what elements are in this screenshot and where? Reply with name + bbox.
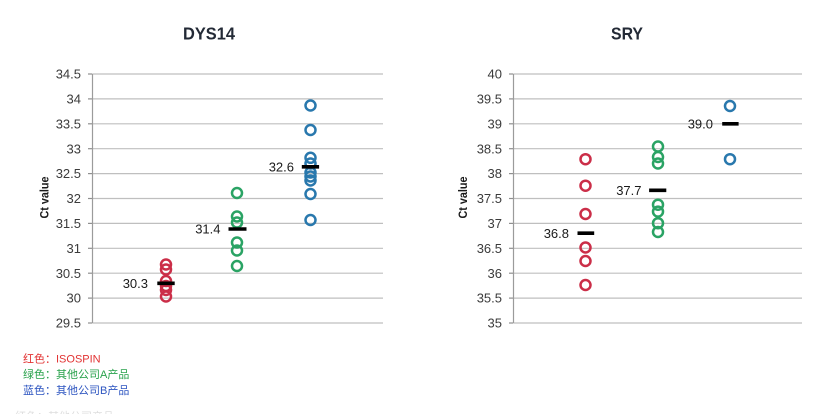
svg-text:40: 40 bbox=[488, 67, 502, 82]
svg-text:33: 33 bbox=[67, 141, 81, 156]
svg-text:32.5: 32.5 bbox=[56, 166, 81, 181]
svg-text:31: 31 bbox=[67, 241, 81, 256]
svg-text:30.3: 30.3 bbox=[123, 276, 148, 291]
svg-text:红色：ISOSPIN: 红色：ISOSPIN bbox=[23, 352, 101, 366]
svg-text:DYS14: DYS14 bbox=[183, 24, 235, 44]
svg-text:29.5: 29.5 bbox=[56, 316, 81, 331]
svg-text:32.6: 32.6 bbox=[269, 159, 294, 174]
svg-text:39.0: 39.0 bbox=[688, 116, 713, 131]
svg-text:Ct value: Ct value bbox=[37, 176, 51, 218]
svg-text:39.5: 39.5 bbox=[477, 92, 502, 107]
svg-text:32: 32 bbox=[67, 191, 81, 206]
svg-text:35: 35 bbox=[488, 316, 502, 331]
svg-text:34.5: 34.5 bbox=[56, 67, 81, 82]
svg-text:37.7: 37.7 bbox=[616, 183, 641, 198]
svg-text:36.8: 36.8 bbox=[544, 226, 569, 241]
svg-text:34: 34 bbox=[67, 92, 81, 107]
svg-text:38.5: 38.5 bbox=[477, 141, 502, 156]
svg-text:31.4: 31.4 bbox=[195, 222, 220, 237]
svg-text:蓝色：其他公司B产品: 蓝色：其他公司B产品 bbox=[23, 383, 129, 397]
svg-text:39: 39 bbox=[488, 116, 502, 131]
svg-text:SRY: SRY bbox=[611, 24, 643, 44]
svg-text:33.5: 33.5 bbox=[56, 116, 81, 131]
svg-text:30: 30 bbox=[67, 291, 81, 306]
svg-text:37: 37 bbox=[488, 216, 502, 231]
svg-text:36.5: 36.5 bbox=[477, 241, 502, 256]
svg-text:31.5: 31.5 bbox=[56, 216, 81, 231]
svg-text:35.5: 35.5 bbox=[477, 291, 502, 306]
svg-text:38: 38 bbox=[488, 166, 502, 181]
svg-text:36: 36 bbox=[488, 266, 502, 281]
svg-text:红色：其他公司产品: 红色：其他公司产品 bbox=[15, 409, 114, 414]
svg-text:30.5: 30.5 bbox=[56, 266, 81, 281]
svg-text:绿色：其他公司A产品: 绿色：其他公司A产品 bbox=[23, 367, 129, 381]
svg-text:37.5: 37.5 bbox=[477, 191, 502, 206]
svg-text:Ct value: Ct value bbox=[456, 176, 470, 218]
